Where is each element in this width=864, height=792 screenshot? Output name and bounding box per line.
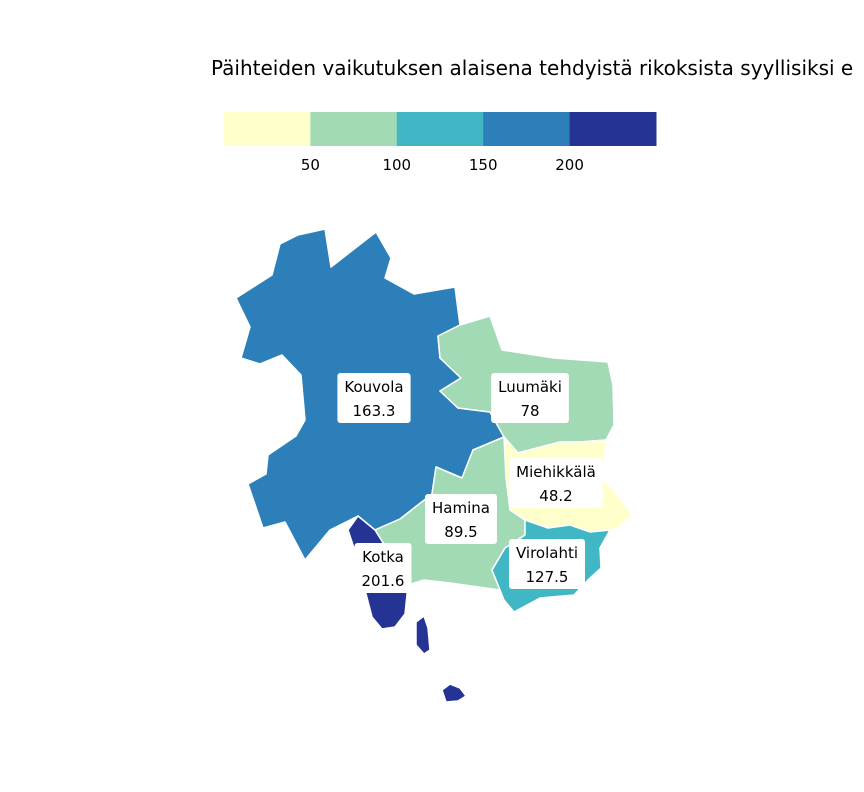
region-kotka-island[interactable]	[441, 683, 467, 703]
legend-swatches	[224, 112, 657, 146]
region-name-label: Kouvola	[344, 378, 403, 396]
region-value-label: 201.6	[362, 572, 405, 590]
region-label: Kouvola 163.3	[337, 373, 411, 423]
region-label: Hamina 89.5	[425, 494, 497, 544]
region-label-box	[509, 458, 603, 508]
region-label-box	[508, 539, 586, 589]
legend-swatch	[569, 112, 657, 146]
legend-tick-label: 50	[301, 156, 320, 174]
region-name-label: Hamina	[432, 499, 490, 517]
region-name-label: Kotka	[362, 548, 404, 566]
legend-ticks: 50 100 150 200	[301, 156, 584, 174]
legend-tick-label: 200	[555, 156, 584, 174]
region-value-label: 163.3	[353, 402, 396, 420]
region-value-label: 127.5	[526, 568, 569, 586]
region-label: Virolahti 127.5	[508, 539, 586, 589]
legend-tick-label: 150	[469, 156, 498, 174]
region-labels: Kouvola 163.3 Luumäki 78 Miehikkälä 48.2 Hamin…	[337, 373, 603, 593]
region-name-label: Virolahti	[516, 544, 578, 562]
legend-swatch	[224, 112, 311, 146]
region-kotka-island[interactable]	[415, 615, 431, 655]
legend-swatch	[310, 112, 398, 146]
region-label-box	[337, 373, 411, 423]
region-label-box	[491, 373, 569, 423]
legend-tick-label: 100	[382, 156, 411, 174]
region-name-label: Luumäki	[498, 378, 562, 396]
legend-swatch	[396, 112, 484, 146]
region-label-box	[354, 543, 412, 593]
region-value-label: 78	[520, 402, 539, 420]
region-label: Miehikkälä 48.2	[509, 458, 603, 508]
region-label: Luumäki 78	[491, 373, 569, 423]
region-label: Kotka 201.6	[354, 543, 412, 593]
legend-swatch	[483, 112, 571, 146]
region-label-box	[425, 494, 497, 544]
legend: 50 100 150 200	[224, 112, 657, 174]
region-value-label: 48.2	[539, 487, 572, 505]
map-title: Päihteiden vaikutuksen alaisena tehdyist…	[211, 56, 854, 80]
region-value-label: 89.5	[444, 523, 477, 541]
region-name-label: Miehikkälä	[516, 463, 596, 481]
